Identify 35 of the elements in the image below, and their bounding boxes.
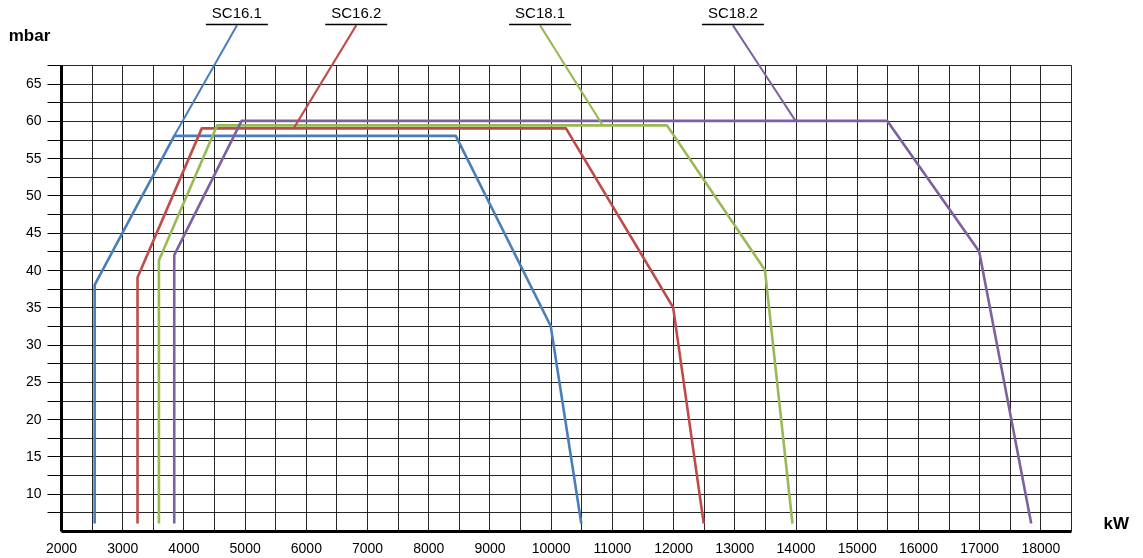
x-axis-title: kW	[1103, 513, 1130, 533]
x-tick-label: 7000	[351, 539, 384, 556]
x-tick-label: 11000	[593, 539, 632, 556]
y-tick-label: 25	[25, 373, 42, 390]
y-axis-title: mbar	[8, 25, 51, 45]
x-tick-label: 6000	[290, 539, 323, 556]
y-tick-label: 40	[25, 261, 42, 278]
x-tick-label: 10000	[531, 539, 571, 556]
x-tick-label: 9000	[474, 539, 506, 556]
x-tick-label: 4000	[168, 539, 200, 556]
x-tick-label: 13000	[715, 539, 755, 556]
y-tick-label: 55	[25, 149, 42, 166]
annotation: SC16.2	[331, 4, 382, 22]
annotation: SC18.2	[707, 4, 758, 22]
y-tick-label: 15	[25, 447, 42, 464]
x-tick-label: 2000	[45, 539, 78, 556]
y-tick-label: 20	[25, 410, 42, 427]
x-tick-label: 16000	[899, 539, 939, 556]
y-tick-label: 50	[25, 186, 42, 203]
y-tick-label: 60	[25, 112, 42, 129]
x-tick-label: 17000	[960, 539, 1000, 556]
x-tick-label: 3000	[107, 539, 139, 556]
y-tick-label: 30	[25, 336, 42, 353]
annotation: SC16.1	[211, 4, 262, 22]
x-tick-label: 5000	[229, 539, 261, 556]
x-tick-label: 18000	[1021, 539, 1061, 556]
x-tick-label: 12000	[654, 539, 694, 556]
x-tick-label: 15000	[837, 539, 877, 556]
y-tick-label: 35	[25, 298, 42, 315]
y-tick-label: 65	[25, 75, 42, 92]
y-tick-label: 45	[25, 224, 42, 241]
annotation: SC18.1	[515, 4, 566, 22]
x-tick-label: 14000	[776, 539, 816, 556]
y-tick-label: 10	[25, 485, 42, 502]
x-tick-label: 8000	[413, 539, 445, 556]
